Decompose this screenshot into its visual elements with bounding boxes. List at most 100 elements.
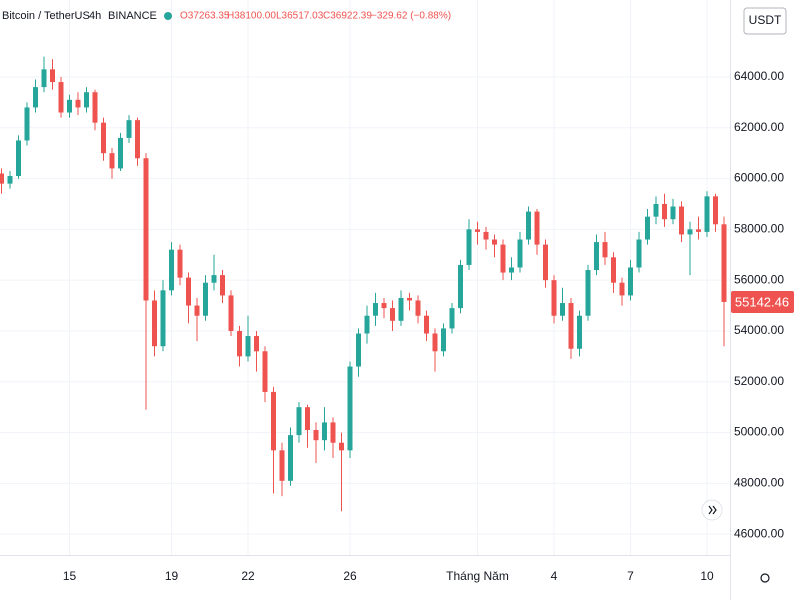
y-tick-label: 46000.00 [734, 526, 784, 540]
candle-body [407, 297, 412, 301]
candle-body [58, 82, 64, 113]
price-axis: 46000.00 48000.00 50000.00 52000.00 54000.00… [734, 69, 784, 540]
candle-body [373, 303, 378, 316]
y-tick-label: 62000.00 [734, 120, 784, 134]
candle-body [296, 407, 302, 436]
candle-body [628, 267, 633, 296]
candle-body [398, 297, 404, 321]
interval: 4h [89, 10, 101, 22]
candle-body [220, 275, 225, 296]
x-tick-label: 4 [551, 569, 558, 583]
candle-body [534, 211, 540, 245]
candle-body [432, 333, 438, 352]
candle-body [483, 231, 489, 240]
candle-body [424, 315, 429, 334]
candle-body [262, 351, 268, 392]
candle-body [347, 366, 353, 451]
candle-body [602, 242, 608, 258]
candle-body [135, 120, 140, 159]
x-tick-label: Tháng Năm [446, 569, 509, 583]
candle-body [619, 282, 625, 296]
candle-body [152, 300, 157, 347]
candle-body [645, 216, 650, 240]
candle-body [687, 229, 693, 235]
candle-body [313, 430, 319, 441]
y-tick-label: 48000.00 [734, 476, 784, 490]
candle-body [339, 442, 344, 451]
candle-body [475, 229, 480, 232]
candle-body [543, 244, 548, 281]
candle-body [177, 249, 183, 278]
last-price-label: 55142.46 [735, 294, 789, 309]
candle-body [509, 267, 514, 273]
candle-body [551, 280, 557, 316]
candle-body [721, 224, 727, 302]
candle-body [279, 450, 285, 481]
candle-body [16, 140, 21, 177]
candle-body [67, 99, 72, 113]
candle-body [441, 328, 446, 352]
currency-button[interactable] [743, 7, 787, 35]
candle-body [466, 229, 472, 265]
candle-body [653, 203, 659, 217]
settings-button[interactable] [760, 573, 770, 583]
candle-body [662, 203, 667, 220]
y-tick-label: 54000.00 [734, 323, 784, 337]
x-tick-label: 7 [627, 569, 634, 583]
candle-body [381, 303, 387, 309]
exchange: BINANCE [108, 10, 157, 22]
candle-body [7, 176, 13, 184]
x-tick-label: 26 [343, 569, 357, 583]
candle-body [611, 257, 616, 283]
y-tick-label: 60000.00 [734, 171, 784, 185]
candle-body [194, 305, 200, 316]
candle-body [322, 422, 327, 441]
candle-body [305, 407, 310, 431]
candle-body [288, 435, 293, 481]
candle-body [679, 206, 684, 235]
candle-body [237, 330, 242, 357]
ohlc-low: L36517.03 [276, 11, 324, 22]
ohlc-high: H38100.00 [227, 11, 276, 22]
ohlc-change: −329.62 (−0.88%) [371, 11, 451, 22]
candle-body [594, 242, 599, 271]
candle-body [390, 308, 395, 321]
candle-body [458, 264, 463, 309]
y-tick-label: 64000.00 [734, 69, 784, 83]
status-dot [164, 12, 172, 20]
candle-body [356, 333, 361, 367]
candle-body [568, 303, 574, 349]
x-tick-label: 15 [63, 569, 77, 583]
candle-body [449, 308, 455, 329]
candle-body [696, 229, 701, 232]
candle-body [560, 303, 565, 316]
candle-body [109, 153, 115, 169]
candle-body [24, 107, 30, 141]
x-tick-label: 10 [700, 569, 714, 583]
plot-area [0, 0, 730, 555]
candle-body [330, 422, 336, 443]
candle-body [126, 120, 132, 138]
candle-body [577, 315, 582, 349]
candle-body [92, 92, 98, 123]
candle-body [585, 270, 591, 316]
last-price-badge [731, 290, 794, 313]
candle-body [75, 99, 81, 108]
currency-label[interactable]: USDT [749, 13, 782, 27]
symbol: Bitcoin / TetherUS [2, 10, 90, 22]
candle-body [50, 69, 55, 83]
candle-body [517, 239, 523, 268]
candle-body [41, 69, 47, 88]
candle-body [169, 249, 174, 291]
candle-body [211, 275, 217, 283]
candle-body [143, 158, 149, 301]
candle-body [254, 336, 259, 352]
candle-body [500, 244, 506, 273]
y-tick-label: 52000.00 [734, 374, 784, 388]
candle-body [245, 336, 251, 357]
candle-body [101, 122, 106, 154]
x-tick-label: 22 [241, 569, 255, 583]
candle-body [271, 391, 276, 451]
candle-body [160, 290, 166, 347]
ohlc-close: C36922.39 [323, 11, 372, 22]
